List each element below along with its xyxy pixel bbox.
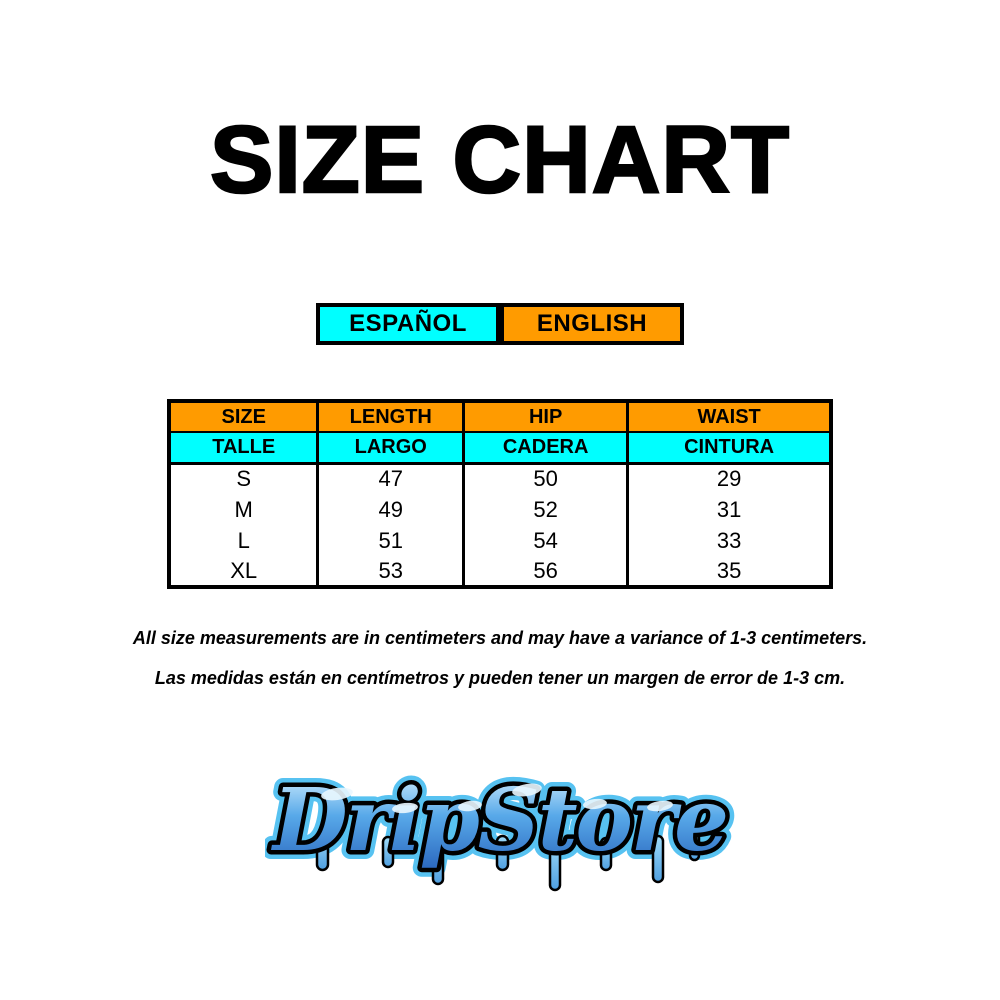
cell-length: 49 xyxy=(316,494,466,525)
table-header-spanish: TALLE LARGO CADERA CINTURA xyxy=(167,432,833,465)
cell-waist: 31 xyxy=(626,494,833,525)
cell-waist: 33 xyxy=(626,525,833,556)
header-length: LENGTH xyxy=(316,401,466,433)
cell-waist: 35 xyxy=(626,556,833,587)
brand-logo: DripStore DripStore DripStore xyxy=(261,752,738,907)
cell-length: 53 xyxy=(316,556,466,587)
cell-waist: 29 xyxy=(626,463,833,494)
logo-text-fill: DripStore xyxy=(270,770,727,871)
cell-size: XL xyxy=(167,556,320,587)
logo-drips xyxy=(315,830,701,892)
header-hip: HIP xyxy=(462,401,630,433)
cell-hip: 50 xyxy=(462,463,630,494)
tab-espanol-label: ESPAÑOL xyxy=(349,310,467,337)
tab-english[interactable]: ENGLISH xyxy=(500,303,684,345)
table-row-s: S 47 50 29 xyxy=(167,463,833,494)
logo-text-outline: DripStore xyxy=(270,770,727,871)
cell-size: M xyxy=(167,494,320,525)
header-size: SIZE xyxy=(167,401,320,433)
note-spanish: Las medidas están en centímetros y puede… xyxy=(154,668,846,688)
table-header-english: SIZE LENGTH HIP WAIST xyxy=(167,401,833,433)
table-row-m: M 49 52 31 xyxy=(167,494,833,525)
cell-length: 51 xyxy=(316,525,466,556)
cell-hip: 56 xyxy=(462,556,630,587)
tab-espanol[interactable]: ESPAÑOL xyxy=(316,303,500,345)
size-table: SIZE LENGTH HIP WAIST TALLE LARGO CADERA… xyxy=(167,399,833,589)
header-cadera: CADERA xyxy=(462,432,630,465)
dripstore-logo-graphic: DripStore DripStore DripStore xyxy=(261,761,738,892)
tab-english-label: ENGLISH xyxy=(536,310,648,337)
cell-length: 47 xyxy=(316,463,466,494)
page-title: SIZE CHART xyxy=(209,107,791,214)
header-waist: WAIST xyxy=(626,401,833,433)
logo-highlights xyxy=(321,783,673,814)
header-largo: LARGO xyxy=(316,432,466,465)
cell-size: L xyxy=(167,525,320,556)
note-english: All size measurements are in centimeters… xyxy=(132,628,868,648)
table-row-xl: XL 53 56 35 xyxy=(167,556,833,587)
cell-hip: 52 xyxy=(462,494,630,525)
language-toggle: ESPAÑOL ENGLISH xyxy=(316,303,684,345)
header-talle: TALLE xyxy=(167,432,320,465)
cell-hip: 54 xyxy=(462,525,630,556)
header-cintura: CINTURA xyxy=(626,432,833,465)
cell-size: S xyxy=(167,463,320,494)
table-row-l: L 51 54 33 xyxy=(167,525,833,556)
